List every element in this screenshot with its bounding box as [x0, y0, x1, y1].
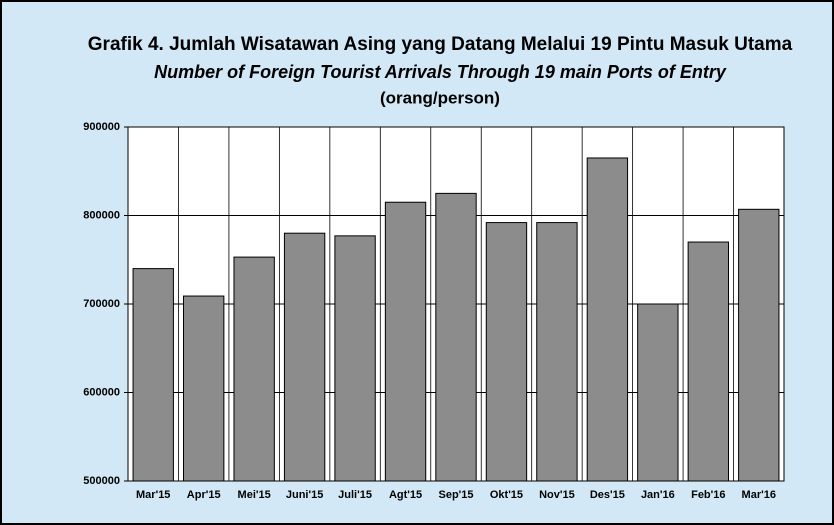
bar [384, 201, 427, 482]
y-tick-label: 600000 [83, 386, 120, 398]
x-tick-label: Jan'16 [641, 489, 675, 501]
x-tick-label: Okt'15 [490, 489, 523, 501]
plot-border [127, 126, 785, 482]
x-tick-label: Agt'15 [389, 489, 422, 501]
x-tick-label: Feb'16 [691, 489, 725, 501]
y-tick-label: 500000 [83, 475, 120, 487]
y-tick-label: 700000 [83, 298, 120, 310]
x-tick-label: Nov'15 [539, 489, 575, 501]
y-tick-label: 900000 [83, 121, 120, 133]
bar [132, 268, 174, 482]
bar [183, 295, 225, 482]
x-tick-label: Des'15 [590, 489, 625, 501]
x-tick-label: Mar'16 [742, 489, 776, 501]
bar [586, 157, 629, 482]
bar [334, 235, 376, 482]
y-tick-label: 800000 [83, 209, 120, 221]
bar [485, 222, 528, 482]
bar [435, 192, 477, 482]
unit-note: (orang/person) [380, 88, 500, 107]
x-tick-label: Mei'15 [238, 489, 271, 501]
x-tick-label: Juni'15 [286, 489, 323, 501]
bar [536, 222, 578, 482]
x-tick-label: Apr'15 [187, 489, 221, 501]
chart-title: Grafik 4. Jumlah Wisatawan Asing yang Da… [88, 34, 793, 55]
bar [233, 256, 275, 482]
chart-subtitle: Number of Foreign Tourist Arrivals Throu… [154, 62, 727, 82]
bar [738, 208, 780, 482]
x-tick-label: Juli'15 [338, 489, 372, 501]
x-tick-label: Mar'15 [136, 489, 170, 501]
bar [283, 232, 326, 482]
bar [637, 303, 679, 482]
bar [687, 241, 729, 482]
x-tick-label: Sep'15 [438, 489, 473, 501]
